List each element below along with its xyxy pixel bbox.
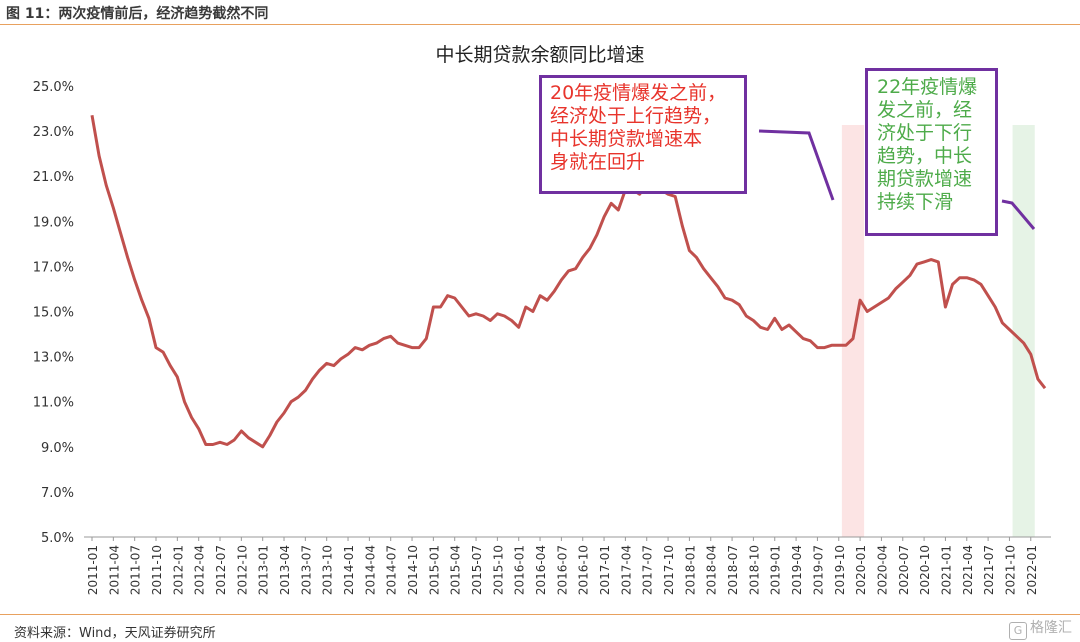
x-tick-label: 2020-10 [918, 545, 932, 595]
y-tick-label: 17.0% [33, 260, 74, 275]
x-axis: 2011-01 2011-04 2011-07 2011-10 2012-01 2012-… [86, 537, 1039, 595]
x-tick-label: 2017-01 [598, 545, 612, 595]
x-tick-label: 2013-01 [257, 545, 271, 595]
x-tick-label: 2020-04 [875, 545, 889, 595]
x-tick-label: 2019-01 [769, 545, 783, 595]
x-tick-label: 2013-07 [299, 545, 313, 595]
callout-line: 期贷款增速 [877, 168, 973, 190]
x-tick-label: 2017-04 [619, 545, 633, 595]
x-tick-label: 2015-07 [470, 545, 484, 595]
callout-line: 持续下滑 [877, 191, 954, 213]
callout-line: 20年疫情爆发之前， [550, 82, 727, 104]
y-tick-label: 7.0% [41, 486, 74, 501]
y-tick-label: 15.0% [33, 306, 74, 321]
x-tick-label: 2014-07 [385, 545, 399, 595]
y-tick-label: 11.0% [33, 396, 74, 411]
x-tick-label: 2013-10 [321, 545, 335, 595]
x-tick-label: 2021-10 [1003, 545, 1017, 595]
x-tick-label: 2015-10 [491, 545, 505, 595]
bottom-rule [0, 614, 1080, 615]
y-tick-label: 9.0% [41, 441, 74, 456]
x-tick-label: 2016-01 [513, 545, 527, 595]
connector-2020 [758, 129, 835, 201]
x-tick-label: 2018-01 [683, 545, 697, 595]
x-tick-label: 2014-04 [363, 545, 377, 595]
x-tick-label: 2021-04 [961, 545, 975, 595]
x-tick-label: 2020-07 [897, 545, 911, 595]
callout-line: 济处于下行 [877, 122, 973, 144]
x-tick-label: 2019-07 [811, 545, 825, 595]
series-line [90, 115, 1047, 449]
shaded-range-2 [1012, 125, 1035, 537]
y-tick-label: 5.0% [41, 531, 74, 546]
x-tick-label: 2012-10 [235, 545, 249, 595]
x-tick-label: 2015-01 [427, 545, 441, 595]
x-tick-label: 2021-07 [982, 545, 996, 595]
figure-caption: 图 11：两次疫情前后，经济趋势截然不同 [6, 6, 269, 22]
watermark: G 格隆汇 [1009, 617, 1072, 640]
watermark-text: 格隆汇 [1030, 620, 1072, 636]
x-tick-label: 2022-01 [1025, 545, 1039, 595]
y-tick-label: 21.0% [33, 170, 74, 185]
gelonghui-logo-icon: G [1009, 622, 1027, 640]
top-rule [0, 24, 1080, 25]
x-tick-label: 2013-04 [278, 545, 292, 595]
callout-line: 22年疫情爆 [877, 76, 978, 98]
y-tick-label: 25.0% [33, 80, 74, 95]
x-tick-label: 2016-10 [577, 545, 591, 595]
connector-2022 [1001, 199, 1036, 230]
callout-2020: 20年疫情爆发之前， 经济处于上行趋势， 中长期贷款增速本 身就在回升 [539, 75, 747, 194]
x-tick-label: 2016-07 [555, 545, 569, 595]
x-tick-label: 2018-04 [705, 545, 719, 595]
x-tick-label: 2020-01 [854, 545, 868, 595]
y-tick-label: 13.0% [33, 351, 74, 366]
x-tick-label: 2014-01 [342, 545, 356, 595]
y-tick-label: 19.0% [33, 215, 74, 230]
x-tick-label: 2012-07 [214, 545, 228, 595]
callout-line: 身就在回升 [550, 151, 646, 173]
x-tick-label: 2011-07 [129, 545, 143, 595]
callout-connectors [758, 129, 1036, 230]
x-tick-label: 2012-01 [171, 545, 185, 595]
x-tick-label: 2018-07 [726, 545, 740, 595]
line-chart: 中长期贷款余额同比增速 5.0% 7.0% 9.0% 11.0% 13.0% 15.0% 1… [33, 44, 1051, 595]
x-tick-label: 2019-04 [790, 545, 804, 595]
callout-line: 趋势，中长 [877, 145, 973, 167]
x-tick-label: 2019-10 [833, 545, 847, 595]
callout-2022: 22年疫情爆 发之前，经 济处于下行 趋势，中长 期贷款增速 持续下滑 [865, 68, 998, 236]
source-note: 资料来源：Wind，天风证券研究所 [14, 626, 216, 641]
x-tick-label: 2014-10 [406, 545, 420, 595]
x-tick-label: 2021-01 [939, 545, 953, 595]
callout-line: 经济处于上行趋势， [550, 105, 722, 127]
x-tick-label: 2017-10 [662, 545, 676, 595]
y-tick-label: 23.0% [33, 125, 74, 140]
callout-line: 中长期贷款增速本 [550, 128, 703, 150]
x-tick-label: 2018-10 [747, 545, 761, 595]
x-tick-label: 2015-04 [449, 545, 463, 595]
x-tick-label: 2016-04 [534, 545, 548, 595]
chart-title: 中长期贷款余额同比增速 [435, 44, 644, 66]
y-axis: 5.0% 7.0% 9.0% 11.0% 13.0% 15.0% 17.0% 19.0% 21.… [33, 80, 1051, 546]
callout-line: 发之前，经 [877, 99, 973, 121]
x-tick-label: 2011-01 [86, 545, 100, 595]
x-tick-label: 2011-10 [150, 545, 164, 595]
x-tick-label: 2011-04 [107, 545, 121, 595]
x-tick-label: 2017-07 [641, 545, 655, 595]
x-tick-label: 2012-04 [193, 545, 207, 595]
